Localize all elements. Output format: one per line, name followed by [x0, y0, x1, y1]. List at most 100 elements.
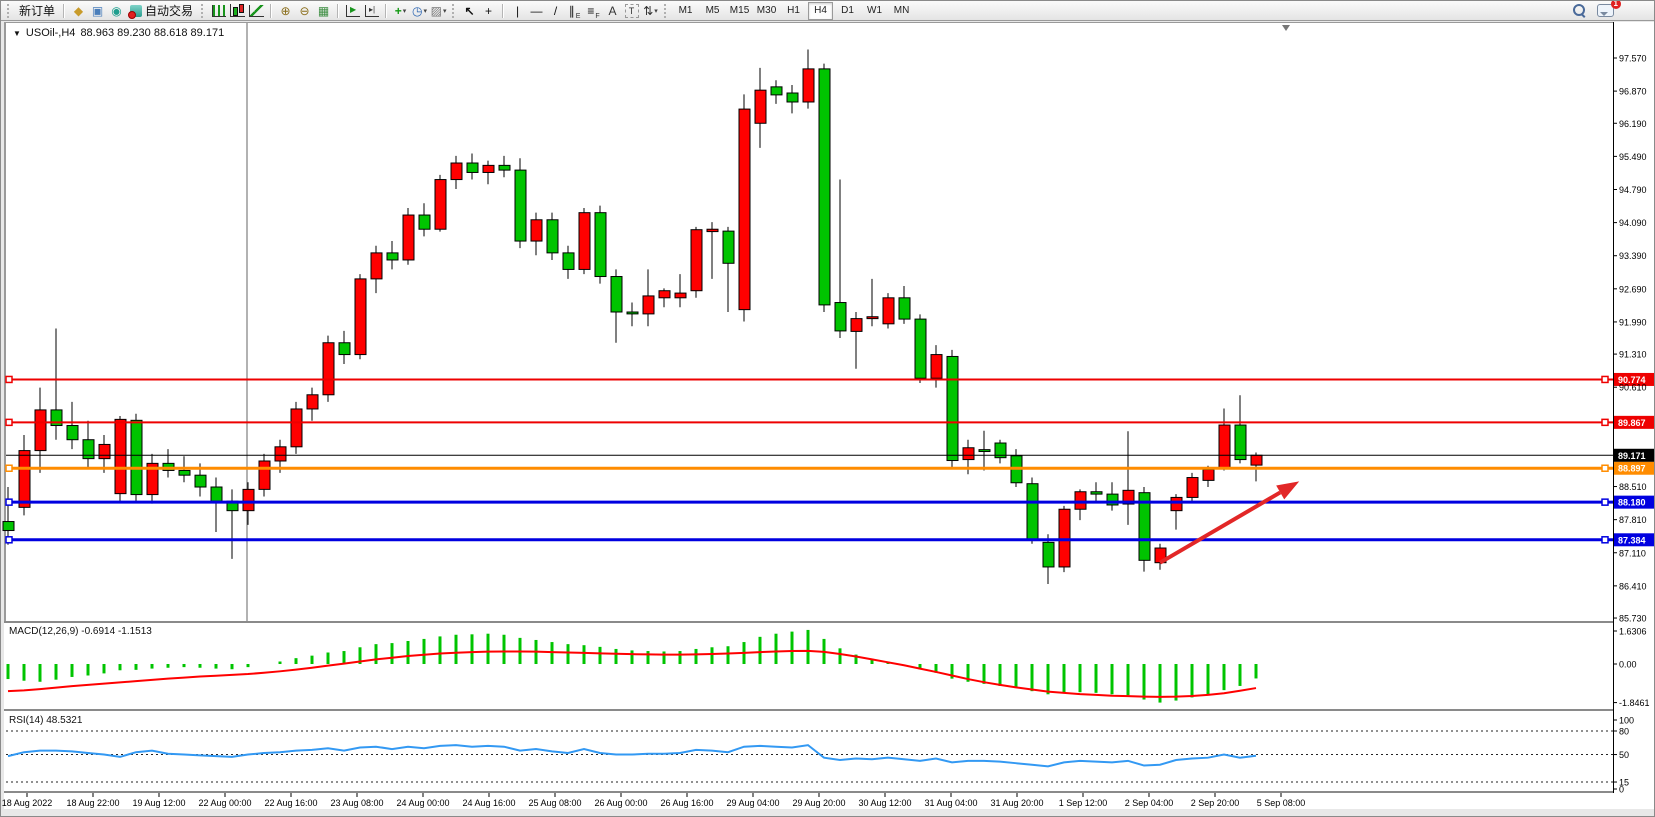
toolbar-separator: [502, 3, 505, 18]
line-chart-icon-button[interactable]: [247, 2, 266, 20]
chevron-down-icon[interactable]: ▾: [402, 7, 407, 15]
svg-text:88.180: 88.180: [1618, 498, 1646, 508]
macd-pane: 1.6306 0.00 -1.8461: [6, 627, 1650, 708]
svg-text:30 Aug 12:00: 30 Aug 12:00: [858, 798, 911, 808]
price-axis[interactable]: 97.570 96.870 96.190 95.490 94.790 94.090 93.3…: [1613, 54, 1647, 624]
data-window-icon-button[interactable]: ▣: [88, 2, 107, 20]
text-icon-button[interactable]: A: [603, 2, 622, 20]
signals-icon-button[interactable]: ◉: [107, 2, 126, 20]
crosshair-icon-button[interactable]: +: [479, 2, 498, 20]
horizontal-line-icon: —: [530, 3, 543, 18]
svg-text:87.384: 87.384: [1618, 535, 1646, 545]
rsi-line: [7, 744, 1257, 768]
trend-arrow[interactable]: [1158, 490, 1282, 565]
trendline-icon-button[interactable]: /: [546, 2, 565, 20]
line-handle[interactable]: [1601, 464, 1609, 472]
period-icon-button[interactable]: ◷ ▾: [410, 2, 429, 20]
search-icon[interactable]: [1572, 3, 1587, 18]
line-handle[interactable]: [5, 498, 13, 506]
price-badge: [1614, 448, 1654, 462]
svg-text:2 Sep 20:00: 2 Sep 20:00: [1191, 798, 1240, 808]
line-handle[interactable]: [5, 418, 13, 427]
line-handle[interactable]: [1601, 498, 1609, 506]
arrows-icon-button[interactable]: ⇅ ▾: [641, 2, 660, 20]
chart-canvas[interactable]: 90.77489.86788.89788.18087.38489.17197.5…: [1, 21, 1655, 810]
toolbar-grip: [201, 3, 205, 18]
line-handle[interactable]: [1601, 375, 1609, 384]
crosshair-icon: +: [485, 3, 493, 18]
zoom-out-icon-button[interactable]: ⊖: [295, 2, 314, 20]
signals-icon: ◉: [111, 3, 122, 18]
toolbar-grip: [452, 3, 456, 18]
text-label-icon-button[interactable]: T: [622, 2, 641, 20]
chevron-down-icon[interactable]: ▾: [654, 7, 658, 15]
svg-text:94.090: 94.090: [1619, 218, 1647, 228]
autotrading-button[interactable]: 自动交易: [126, 2, 197, 20]
cursor-icon-button[interactable]: ↖: [460, 2, 479, 20]
zoom-in-icon-button[interactable]: ⊕: [276, 2, 295, 20]
timeframe-button-m15[interactable]: M15: [729, 5, 750, 16]
bar-chart-icon-button[interactable]: [209, 2, 228, 20]
cursor-icon: ↖: [464, 3, 475, 18]
macd-indicator-label: MACD(12,26,9) -0.6914 -1.1513: [9, 626, 152, 637]
candlestick-icon: [230, 4, 246, 17]
line-handle[interactable]: [1601, 536, 1609, 544]
svg-text:24 Aug 00:00: 24 Aug 00:00: [396, 798, 449, 808]
line-handle[interactable]: [5, 464, 13, 472]
chart-collapse-icon[interactable]: ▼: [13, 28, 21, 38]
svg-text:0.00: 0.00: [1619, 660, 1637, 670]
svg-text:94.790: 94.790: [1619, 185, 1647, 195]
candlestick-series: [2, 49, 1263, 584]
chart-window: 90.774 89.867 88.897 88.180 87.384 89.171 97.5…: [1, 21, 1655, 810]
chart-shift-icon-button[interactable]: ▸|: [362, 2, 381, 20]
timeframe-button-mn[interactable]: MN: [893, 5, 910, 16]
timeframe-button-m1[interactable]: M1: [678, 5, 693, 16]
time-axis[interactable]: 18 Aug 2022 18 Aug 22:00 19 Aug 12:00 22 Au…: [2, 793, 1306, 808]
chart-shift-marker[interactable]: [1282, 25, 1290, 31]
line-chart-icon: [249, 4, 265, 17]
channel-icon-button[interactable]: ∥ E: [565, 2, 584, 20]
svg-text:89.171: 89.171: [1618, 451, 1646, 461]
svg-text:29 Aug 04:00: 29 Aug 04:00: [726, 798, 779, 808]
timeframe-button-m5[interactable]: M5: [705, 5, 720, 16]
fibonacci-icon-button[interactable]: ≡ F: [584, 2, 603, 20]
line-handle[interactable]: [5, 536, 13, 544]
vertical-line-icon-button[interactable]: |: [508, 2, 527, 20]
auto-scroll-icon-button[interactable]: ▶: [343, 2, 362, 20]
price-badge: [1614, 495, 1654, 509]
line-handle[interactable]: [1601, 418, 1609, 427]
svg-text:90.610: 90.610: [1619, 383, 1647, 393]
trend-arrow-head[interactable]: [1276, 481, 1300, 500]
new-order-button[interactable]: 新订单: [19, 4, 56, 18]
add-indicator-icon-button[interactable]: + ▾: [391, 2, 410, 20]
text-label-icon: T: [624, 3, 639, 18]
channel-icon: ∥: [568, 3, 575, 18]
tile-windows-icon-button[interactable]: ▦: [314, 2, 333, 20]
chat-icon[interactable]: 1: [1597, 1, 1621, 17]
svg-text:0: 0: [1619, 785, 1624, 795]
template-icon-button[interactable]: ▨ ▾: [429, 2, 448, 20]
timeframe-button-h1[interactable]: H1: [787, 5, 800, 16]
chevron-down-icon[interactable]: ▾: [423, 7, 428, 15]
market-watch-icon-button[interactable]: ◆: [69, 2, 88, 20]
period-icon: ◷: [412, 3, 423, 18]
price-badge: [1614, 461, 1654, 475]
svg-text:18 Aug 22:00: 18 Aug 22:00: [66, 798, 119, 808]
line-handle[interactable]: [5, 375, 13, 384]
svg-text:25 Aug 08:00: 25 Aug 08:00: [528, 798, 581, 808]
horizontal-line-icon-button[interactable]: —: [527, 2, 546, 20]
svg-text:100: 100: [1619, 716, 1634, 726]
fibonacci-icon-sub: F: [595, 12, 600, 20]
svg-text:26 Aug 00:00: 26 Aug 00:00: [594, 798, 647, 808]
trendline-icon: /: [553, 3, 558, 18]
timeframe-button-d1[interactable]: D1: [841, 5, 854, 16]
tile-windows-icon: ▦: [317, 3, 330, 18]
svg-text:91.310: 91.310: [1619, 350, 1647, 360]
candlestick-icon-button[interactable]: [228, 2, 247, 20]
rsi-indicator-label: RSI(14) 48.5321: [9, 715, 83, 726]
timeframe-button-w1[interactable]: W1: [867, 5, 883, 16]
timeframe-button-h4[interactable]: H4: [808, 1, 834, 20]
timeframe-button-m30[interactable]: M30: [756, 5, 777, 16]
arrows-icon: ⇅: [643, 3, 654, 18]
chevron-down-icon[interactable]: ▾: [442, 7, 447, 15]
